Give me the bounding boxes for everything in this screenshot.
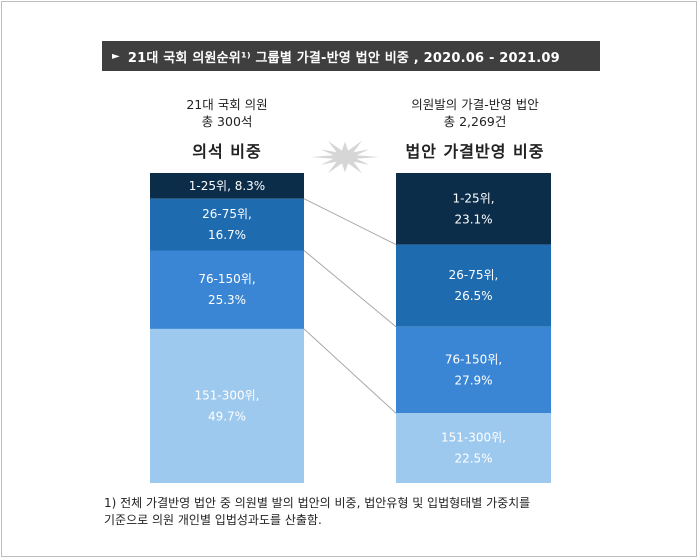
footnote-line1: 1) 전체 가결반영 법안 중 의원별 발의 법안의 비중, 법안유형 및 입법… [104, 496, 531, 510]
data-label: 22.5% [454, 452, 492, 466]
bar-segment [150, 250, 304, 329]
data-label: 76-150위, [445, 353, 502, 367]
data-label: 26-75위, [202, 207, 252, 221]
data-label: 151-300위, [195, 388, 260, 402]
data-label: 76-150위, [198, 272, 255, 286]
bar-segment [150, 173, 304, 199]
footnote: 1) 전체 가결반영 법안 중 의원별 발의 법안의 비중, 법안유형 및 입법… [104, 495, 644, 529]
data-label: 26-75위, [449, 268, 499, 282]
data-label: 26.5% [454, 289, 492, 303]
data-label: 25.3% [208, 293, 246, 307]
bar-segment [150, 198, 304, 251]
bar-segment [150, 328, 304, 483]
connector-line [303, 198, 397, 246]
data-label: 151-300위, [441, 431, 506, 445]
data-label: 1-25위, 8.3% [189, 179, 265, 193]
starburst-icon [311, 140, 379, 174]
left-header-line2: 총 300석 [201, 114, 253, 129]
data-label: 27.9% [454, 374, 492, 388]
footnote-line2: 기준으로 의원 개인별 입법성과도를 산출함. [104, 513, 322, 527]
data-label: 16.7% [208, 228, 246, 242]
bar-segment [396, 326, 551, 414]
right-header-line1: 의원발의 가결-반영 법안 [411, 97, 539, 112]
data-label: 1-25위, [452, 191, 494, 205]
right-heading: 법안 가결반영 비중 [405, 142, 545, 161]
bar-segment [396, 173, 551, 245]
left-header-line1: 21대 국회 의원 [186, 97, 268, 112]
play-bullet-icon: ► [112, 50, 120, 62]
connector-line [303, 250, 397, 328]
bar-segment [396, 413, 551, 483]
left-heading: 의석 비중 [192, 142, 262, 161]
data-label: 23.1% [454, 212, 492, 226]
bar-segment [396, 244, 551, 327]
chart-title-bar: ► 21대 국회 의원순위¹⁾ 그룹별 가결-반영 법안 비중 , 2020.0… [102, 41, 600, 71]
connector-line [303, 328, 397, 414]
right-header-line2: 총 2,269건 [443, 114, 507, 129]
chart-title: 21대 국회 의원순위¹⁾ 그룹별 가결-반영 법안 비중 , 2020.06 … [127, 50, 560, 66]
data-label: 49.7% [208, 409, 246, 423]
